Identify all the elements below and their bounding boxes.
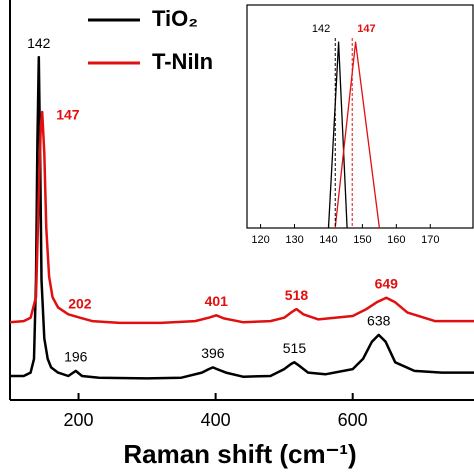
peak-label: 518 <box>285 287 309 303</box>
x-tick-label: 160 <box>387 234 405 246</box>
peak-label: 649 <box>375 276 399 292</box>
spectrum-line <box>327 41 348 228</box>
peak-label: 196 <box>64 349 88 365</box>
x-tick-label: 200 <box>64 410 94 430</box>
spectrum-line <box>334 41 381 228</box>
x-tick-label: 140 <box>319 234 337 246</box>
plot-area <box>327 41 381 228</box>
legend-label: T-NiIn <box>152 49 213 74</box>
x-tick-label: 600 <box>338 410 368 430</box>
peak-label: 396 <box>201 345 225 361</box>
legend-label: TiO₂ <box>152 6 198 31</box>
peak-label: 638 <box>367 313 391 329</box>
peak-label: 142 <box>312 23 330 35</box>
peak-label: 202 <box>68 295 92 311</box>
spectrum-line <box>10 110 474 325</box>
x-tick-label: 130 <box>285 234 303 246</box>
peak-label: 147 <box>56 107 80 123</box>
peak-label: 147 <box>357 23 375 35</box>
plot-area <box>10 55 474 380</box>
peak-label: 401 <box>205 293 229 309</box>
x-tick-label: 400 <box>201 410 231 430</box>
x-tick-label: 170 <box>421 234 439 246</box>
x-tick-label: 150 <box>353 234 371 246</box>
x-tick-label: 120 <box>251 234 269 246</box>
peak-label: 515 <box>283 340 307 356</box>
x-axis-label: Raman shift (cm⁻¹) <box>123 439 356 469</box>
inset-frame <box>246 4 474 229</box>
peak-label: 142 <box>27 35 51 51</box>
